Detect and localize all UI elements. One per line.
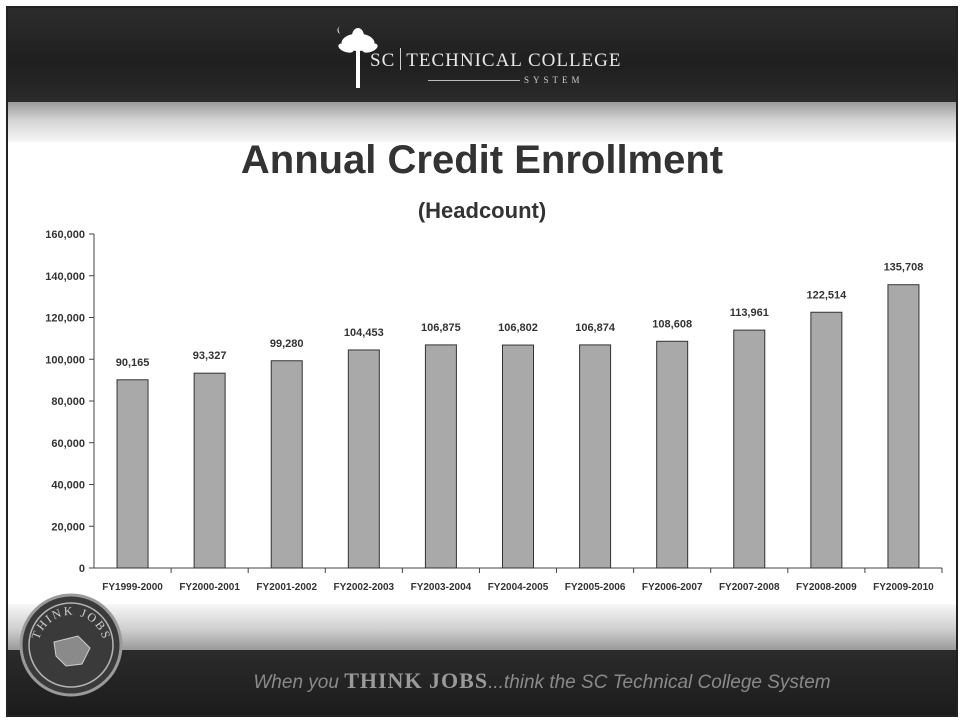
bar-data-label: 135,708 [884,262,924,274]
bar [579,344,612,569]
header-bar [8,8,956,102]
footer-gradient-band [8,604,956,650]
x-tick-label: FY2005-2006 [565,582,626,593]
x-tick-label: FY2004-2005 [488,582,549,593]
sc-technical-college-logo: SC TECHNICAL COLLEGE SYSTEM [328,18,628,90]
y-tick-label: 140,000 [45,271,85,283]
x-tick-label: FY2001-2002 [256,582,317,593]
bar-data-label: 106,875 [421,322,461,334]
logo-text-college: TECHNICAL COLLEGE [406,50,622,71]
logo-rule [428,80,520,81]
tagline-think-jobs: THINK JOBS [344,668,489,693]
bar [116,379,149,569]
logo-subtext: SYSTEM [524,75,584,85]
y-tick-label: 160,000 [45,229,85,241]
bar-data-label: 106,802 [498,322,538,334]
bar-data-label: 99,280 [270,338,304,350]
header-gradient-band [8,102,956,142]
bar-data-label: 108,608 [652,318,692,330]
bar [193,372,226,569]
bar [656,340,689,569]
logo-wordmark: SC TECHNICAL COLLEGE [370,48,622,72]
x-tick-label: FY2008-2009 [796,582,857,593]
bar-data-label: 93,327 [193,350,227,362]
x-tick-label: FY2007-2008 [719,582,780,593]
x-tick-label: FY1999-2000 [102,582,163,593]
y-tick-label: 40,000 [51,480,85,492]
bar [347,349,380,569]
y-tick-label: 120,000 [45,313,85,325]
bar [502,344,534,569]
footer-tagline: When you THINK JOBS...think the SC Techn… [8,668,956,694]
y-tick-label: 20,000 [51,521,85,533]
bar-data-label: 104,453 [344,327,384,339]
chart-title: Annual Credit Enrollment [240,138,724,182]
tagline-prefix: When you [253,672,345,693]
tagline-suffix: ...think the SC Technical College System [488,672,831,693]
palmetto-tree-icon [337,24,378,88]
bar [810,311,843,569]
bar [887,284,920,569]
y-tick-label: 60,000 [51,438,85,450]
x-tick-label: FY2000-2001 [179,582,240,593]
bar-data-label: 106,874 [575,322,616,334]
bar [424,344,457,569]
x-tick-label: FY2009-2010 [873,582,934,593]
footer-bar [8,650,956,715]
bar [733,329,766,569]
x-tick-label: FY2006-2007 [642,582,703,593]
y-tick-label: 0 [79,563,85,575]
bar-data-label: 122,514 [806,289,847,301]
think-jobs-seal-icon: THINK JOBS [19,593,123,697]
x-tick-label: FY2003-2004 [411,582,472,593]
bar-data-label: 90,165 [116,357,150,369]
logo-separator [400,48,402,70]
y-tick-label: 80,000 [51,396,85,408]
bar-chart: 0 20,000 40,000 60,000 80,000 100,000 120,000 1… [45,229,943,593]
logo-text-sc: SC [370,50,396,71]
bar [270,360,303,569]
bar-data-label: 113,961 [730,307,769,319]
y-tick-label: 100,000 [45,354,85,366]
x-tick-label: FY2002-2003 [334,582,395,593]
chart-subtitle: (Headcount) [417,198,547,223]
slide: SC TECHNICAL COLLEGE SYSTEM Annual Credit… [6,6,958,717]
